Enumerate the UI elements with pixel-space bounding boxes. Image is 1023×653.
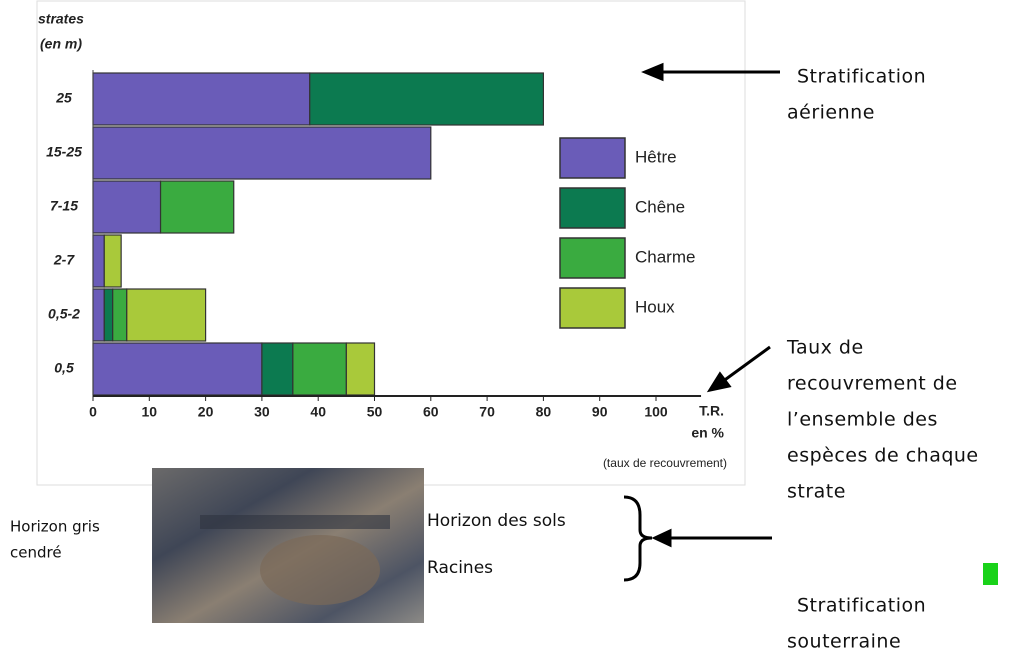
annotation: recouvrement de — [787, 373, 958, 395]
x-tick-label: 20 — [198, 404, 214, 420]
arrow-head — [651, 528, 672, 548]
x-axis-label: en % — [691, 425, 724, 441]
x-tick-label: 80 — [536, 404, 552, 420]
legend-swatch — [559, 137, 626, 179]
annotation: Stratification — [797, 66, 926, 88]
bar-segment — [292, 342, 347, 396]
legend-swatch — [559, 187, 626, 229]
bar-segment — [103, 234, 122, 288]
soil-photo-detail — [200, 515, 390, 529]
y-tick-label: 15-25 — [46, 144, 82, 160]
x-tick-label: 10 — [142, 404, 158, 420]
bar-segment — [92, 342, 263, 396]
bar-segment — [92, 288, 105, 342]
brace — [623, 495, 653, 582]
annotation: Taux de — [786, 337, 864, 359]
x-tick-label: 60 — [423, 404, 439, 420]
y-tick-label: 25 — [55, 90, 72, 106]
arrow — [721, 345, 771, 384]
y-axis-label: (en m) — [40, 36, 82, 52]
green-marker — [983, 563, 998, 585]
y-tick-label: 7-15 — [50, 198, 78, 214]
legend-swatch — [559, 237, 626, 279]
legend-label: Charme — [635, 247, 695, 266]
arrow-head — [706, 371, 732, 393]
bar-segment — [92, 126, 432, 180]
x-tick-label: 90 — [592, 404, 608, 420]
y-axis-label: strates — [38, 11, 84, 27]
annotation: aérienne — [787, 102, 875, 124]
y-tick-label: 0,5-2 — [48, 306, 80, 322]
chart: strates (en m) T.R. en % (taux de recouvreme… — [38, 11, 727, 470]
annotation: l’ensemble des — [787, 409, 938, 431]
annotation: Horizon des sols — [427, 511, 566, 531]
annotation: Stratification — [797, 595, 926, 617]
legend-label: Houx — [635, 297, 675, 316]
bar-segment — [92, 234, 105, 288]
bar-segment — [103, 288, 114, 342]
x-tick-label: 50 — [367, 404, 383, 420]
annotation: cendré — [10, 544, 62, 562]
x-tick-label: 70 — [479, 404, 495, 420]
arrow-head — [641, 62, 664, 82]
legend-label: Chêne — [635, 197, 685, 216]
bar-segment — [159, 180, 235, 234]
legend-swatch — [559, 287, 626, 329]
soil-photo-detail — [260, 535, 380, 605]
x-tick-label: 40 — [310, 404, 326, 420]
y-tick-label: 2-7 — [53, 252, 75, 268]
arrows — [623, 62, 780, 582]
x-tick-label: 0 — [89, 404, 97, 420]
bar-segment — [92, 180, 162, 234]
legend-label: Hêtre — [635, 147, 677, 166]
annotations: Stratification aérienne Taux de recouvre… — [10, 66, 979, 653]
annotation: espèces de chaque — [787, 445, 979, 467]
x-tick-label: 100 — [644, 404, 668, 420]
x-axis-sublabel: (taux de recouvrement) — [603, 456, 727, 470]
bar-segment — [345, 342, 376, 396]
x-axis-label: T.R. — [699, 403, 724, 419]
bar-segment — [92, 72, 311, 126]
bar-segment — [112, 288, 128, 342]
annotation: Racines — [427, 558, 493, 578]
annotation: strate — [787, 481, 846, 503]
annotation: Horizon gris — [10, 518, 100, 536]
y-tick-label: 0,5 — [54, 360, 74, 376]
bar-segment — [126, 288, 207, 342]
bar-segment — [309, 72, 545, 126]
x-tick-label: 30 — [254, 404, 270, 420]
annotation: souterraine — [787, 631, 901, 653]
bar-segment — [261, 342, 294, 396]
